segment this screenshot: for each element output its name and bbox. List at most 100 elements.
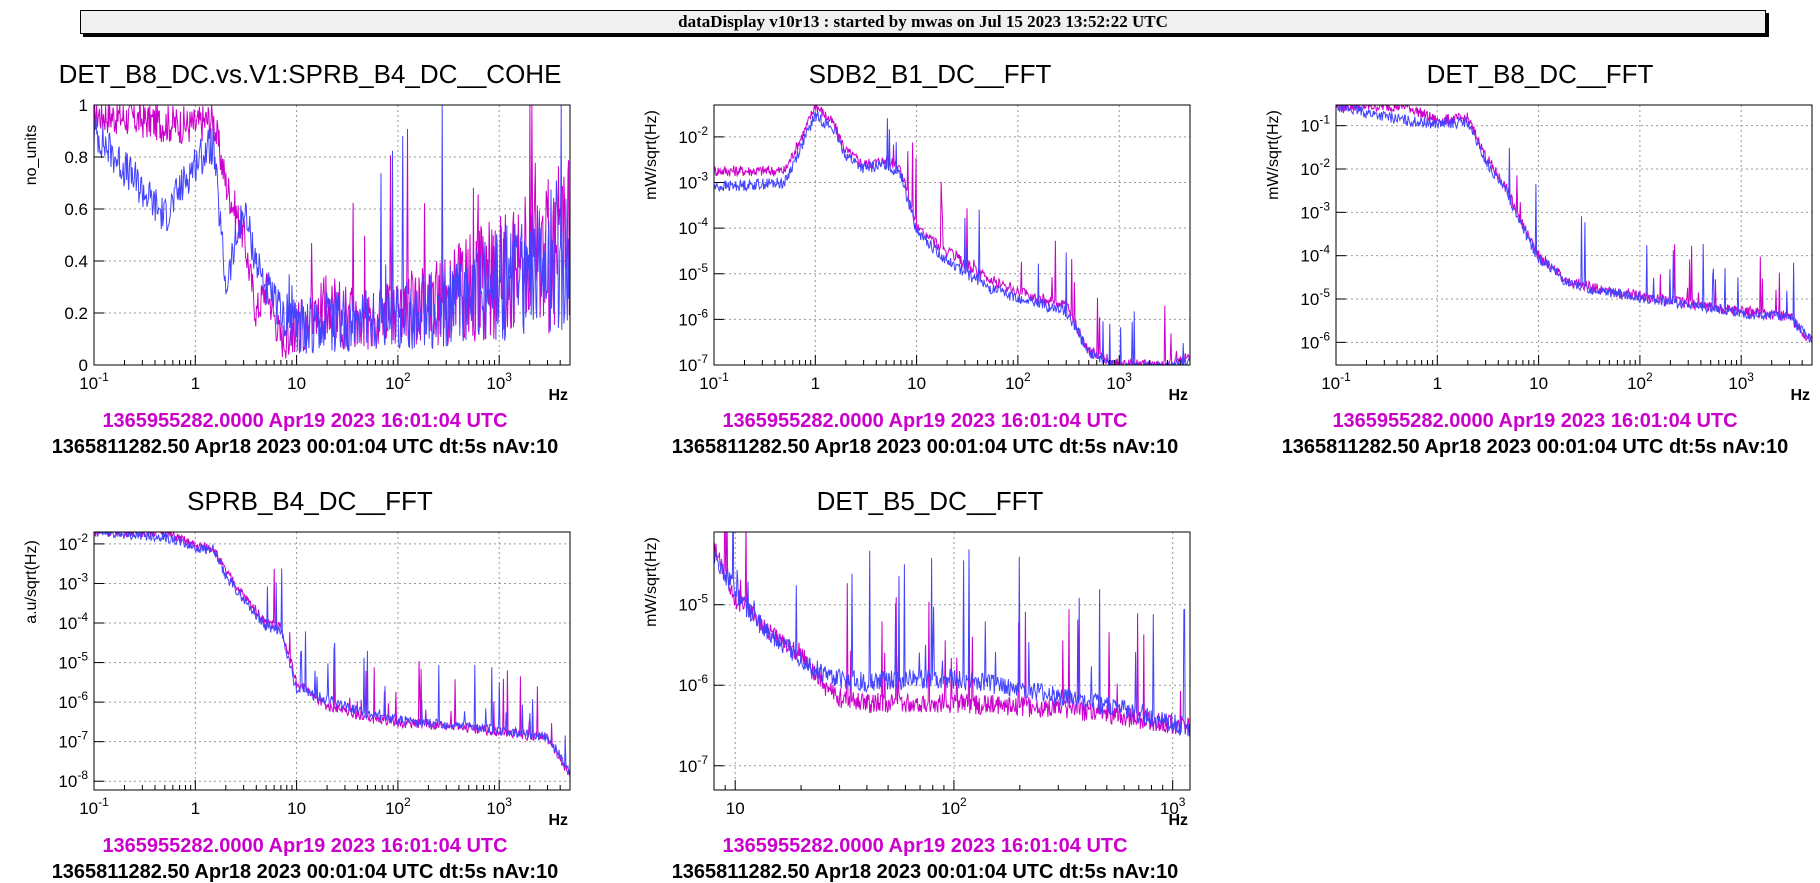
tick-label: 10 bbox=[726, 799, 745, 818]
series-line bbox=[714, 111, 1190, 365]
chart-panel: SPRB_B4_DC__FFT 10-1 1 10 102 103 10-8 10-7 10-6… bbox=[23, 486, 571, 883]
time-current-caption: 1365955282.0000 Apr19 2023 16:01:04 UTC bbox=[722, 835, 1127, 857]
tick-label: 10-7 bbox=[678, 753, 708, 776]
tick-label: 102 bbox=[385, 370, 411, 393]
y-axis-label: no_units bbox=[23, 125, 40, 186]
time-current-caption: 1365955282.0000 Apr19 2023 16:01:04 UTC bbox=[102, 835, 507, 857]
chart-title: SDB2_B1_DC__FFT bbox=[809, 59, 1052, 89]
tick-label: 1 bbox=[811, 374, 820, 393]
tick-label: 10-5 bbox=[1300, 286, 1330, 309]
tick-label: 102 bbox=[941, 795, 967, 818]
tick-label: 10-7 bbox=[678, 352, 708, 375]
series-line bbox=[714, 532, 1190, 738]
plot-frame bbox=[93, 104, 571, 366]
time-reference-caption: 1365811282.50 Apr18 2023 00:01:04 UTC dt… bbox=[52, 436, 559, 458]
series-line bbox=[1336, 105, 1812, 342]
y-axis-label: a.u/sqrt(Hz) bbox=[23, 540, 40, 624]
tick-label: 1 bbox=[191, 374, 200, 393]
tick-label: 10-4 bbox=[58, 610, 88, 633]
plot-area bbox=[714, 532, 1190, 790]
plot-area bbox=[1336, 105, 1812, 365]
chart-title: DET_B5_DC__FFT bbox=[817, 486, 1044, 516]
x-axis-label: Hz bbox=[1168, 812, 1188, 829]
tick-label: 10-2 bbox=[1300, 156, 1330, 179]
plot-area bbox=[714, 105, 1190, 365]
tick-label: 10-6 bbox=[678, 306, 708, 329]
tick-label: 10-2 bbox=[58, 531, 88, 554]
plot-frame bbox=[713, 104, 1191, 366]
tick-label: 10 bbox=[907, 374, 926, 393]
chart-panel: DET_B5_DC__FFT 10 102 103 10-7 10-6 10-5 Hz mW/s… bbox=[643, 486, 1191, 883]
series-line bbox=[94, 532, 570, 775]
plot-frame bbox=[1335, 104, 1813, 366]
time-reference-caption: 1365811282.50 Apr18 2023 00:01:04 UTC dt… bbox=[52, 861, 559, 883]
x-axis-label: Hz bbox=[1790, 387, 1810, 404]
tick-label: 1 bbox=[1433, 374, 1442, 393]
tick-label: 10 bbox=[287, 799, 306, 818]
tick-label: 10-3 bbox=[1300, 199, 1330, 222]
tick-label: 10-4 bbox=[678, 215, 708, 238]
tick-label: 10-6 bbox=[678, 672, 708, 695]
y-axis-label: mW/sqrt(Hz) bbox=[643, 537, 660, 627]
tick-label: 10-1 bbox=[699, 370, 729, 393]
y-axis-label: mW/sqrt(Hz) bbox=[643, 110, 660, 200]
tick-label: 10-5 bbox=[678, 592, 708, 615]
x-axis-label: Hz bbox=[1168, 387, 1188, 404]
tick-label: 102 bbox=[1627, 370, 1653, 393]
chart-panel: SDB2_B1_DC__FFT 10-1 1 10 102 103 10-7 10-6 10-5… bbox=[643, 59, 1191, 458]
tick-label: 10-3 bbox=[678, 170, 708, 193]
tick-label: 10-8 bbox=[58, 768, 88, 791]
tick-label: 10-1 bbox=[79, 795, 109, 818]
window-title: dataDisplay v10r13 : started by mwas on … bbox=[678, 12, 1168, 31]
tick-label: 10-5 bbox=[58, 650, 88, 673]
tick-label: 102 bbox=[1005, 370, 1031, 393]
tick-label: 103 bbox=[1106, 370, 1132, 393]
chart-title: DET_B8_DC__FFT bbox=[1427, 59, 1654, 89]
tick-label: 10-6 bbox=[1300, 329, 1330, 352]
tick-label: 10-2 bbox=[678, 124, 708, 147]
tick-label: 10-7 bbox=[58, 729, 88, 752]
tick-label: 102 bbox=[385, 795, 411, 818]
tick-label: 0.8 bbox=[64, 148, 88, 167]
series-line bbox=[1336, 105, 1812, 343]
tick-label: 0.4 bbox=[64, 252, 88, 271]
x-axis-label: Hz bbox=[548, 387, 568, 404]
chart-title: DET_B8_DC.vs.V1:SPRB_B4_DC__COHE bbox=[59, 59, 562, 89]
tick-label: 103 bbox=[1160, 795, 1186, 818]
series-line bbox=[94, 105, 570, 359]
tick-label: 103 bbox=[486, 370, 512, 393]
tick-label: 1 bbox=[79, 96, 88, 115]
tick-label: 0.2 bbox=[64, 304, 88, 323]
series-line bbox=[714, 532, 1190, 737]
x-axis-label: Hz bbox=[548, 812, 568, 829]
tick-label: 10 bbox=[287, 374, 306, 393]
tick-label: 10-1 bbox=[1321, 370, 1351, 393]
y-axis-label: mW/sqrt(Hz) bbox=[1265, 110, 1282, 200]
time-reference-caption: 1365811282.50 Apr18 2023 00:01:04 UTC dt… bbox=[672, 436, 1179, 458]
series-line bbox=[94, 532, 570, 777]
tick-label: 10-4 bbox=[1300, 243, 1330, 266]
time-current-caption: 1365955282.0000 Apr19 2023 16:01:04 UTC bbox=[102, 410, 507, 432]
chart-title: SPRB_B4_DC__FFT bbox=[187, 486, 433, 516]
tick-label: 10-5 bbox=[678, 261, 708, 284]
series-line bbox=[94, 105, 570, 354]
tick-label: 103 bbox=[486, 795, 512, 818]
tick-label: 10-6 bbox=[58, 689, 88, 712]
window-title-bar: dataDisplay v10r13 : started by mwas on … bbox=[80, 10, 1766, 34]
tick-label: 10-3 bbox=[58, 570, 88, 593]
plot-area bbox=[94, 532, 570, 790]
tick-label: 10-1 bbox=[1300, 113, 1330, 136]
tick-label: 103 bbox=[1728, 370, 1754, 393]
tick-label: 1 bbox=[191, 799, 200, 818]
chart-panel: DET_B8_DC__FFT 10-1 1 10 102 103 10-6 10-5 10-4 1… bbox=[1265, 59, 1813, 458]
tick-label: 0.6 bbox=[64, 200, 88, 219]
plot-frame bbox=[93, 531, 571, 791]
tick-label: 0 bbox=[79, 356, 88, 375]
tick-label: 10 bbox=[1529, 374, 1548, 393]
plot-frame bbox=[713, 531, 1191, 791]
time-current-caption: 1365955282.0000 Apr19 2023 16:01:04 UTC bbox=[1332, 410, 1737, 432]
time-reference-caption: 1365811282.50 Apr18 2023 00:01:04 UTC dt… bbox=[1282, 436, 1789, 458]
time-current-caption: 1365955282.0000 Apr19 2023 16:01:04 UTC bbox=[722, 410, 1127, 432]
time-reference-caption: 1365811282.50 Apr18 2023 00:01:04 UTC dt… bbox=[672, 861, 1179, 883]
